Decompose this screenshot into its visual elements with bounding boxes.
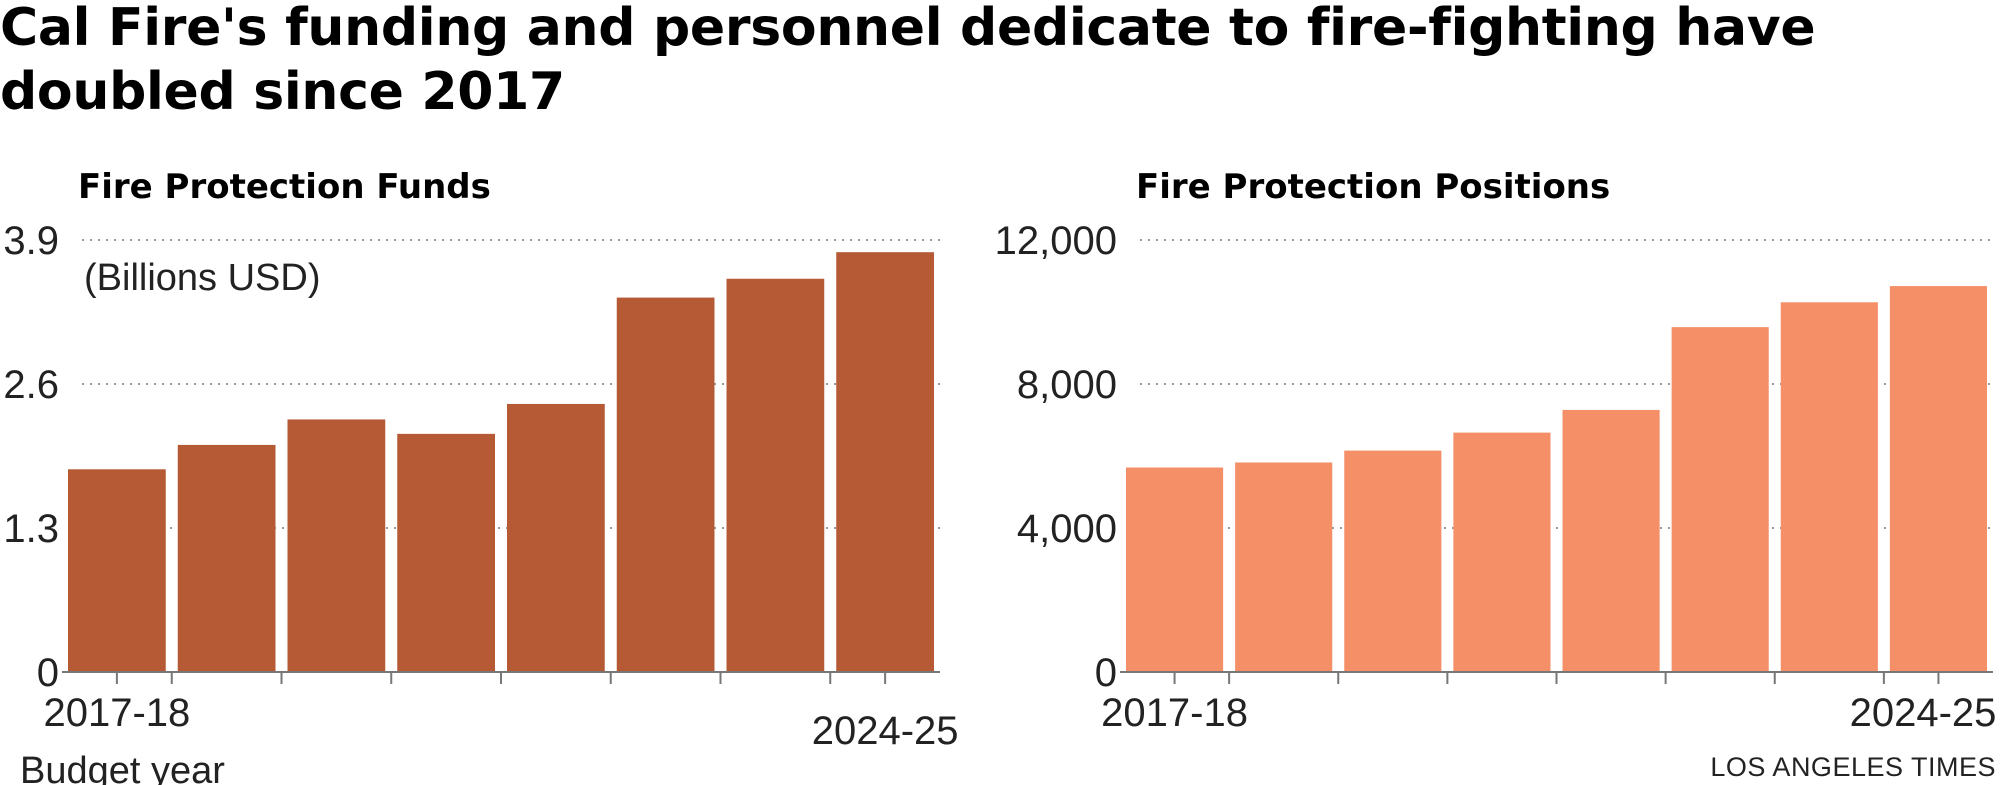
y-tick-label: 3.9 — [3, 219, 59, 263]
x-tick-label: 2024-25 — [1850, 691, 1997, 735]
bar-2024-25 — [836, 252, 934, 672]
y-tick-label: 0 — [37, 651, 59, 695]
unit-note: (Billions USD) — [84, 257, 320, 299]
bar-2017-18 — [68, 469, 166, 672]
bar-2019-20 — [287, 419, 386, 672]
bar-2024-25 — [1889, 286, 1987, 672]
bar-2021-22 — [1562, 409, 1660, 672]
bar-2017-18 — [1126, 467, 1224, 672]
x-tick-label: 2024-25 — [812, 709, 959, 753]
bar-2018-19 — [177, 444, 276, 672]
bar-2022-23 — [616, 297, 715, 672]
chart-title: Fire Protection Funds — [78, 167, 491, 207]
x-tick-label: 2017-18 — [43, 691, 190, 735]
bar-2018-19 — [1235, 462, 1333, 672]
bar-2022-23 — [1671, 327, 1769, 672]
bar-2019-20 — [1344, 450, 1442, 672]
y-tick-label: 4,000 — [1017, 507, 1117, 551]
chart-title: Fire Protection Positions — [1136, 167, 1610, 207]
bar-2023-24 — [1780, 302, 1878, 672]
y-tick-label: 12,000 — [995, 219, 1117, 263]
x-tick-label: 2017-18 — [1101, 691, 1248, 735]
bar-2023-24 — [726, 278, 825, 672]
x-axis-title: Budget year — [20, 750, 225, 785]
y-tick-label: 1.3 — [3, 507, 59, 551]
y-tick-label: 0 — [1095, 651, 1117, 695]
y-tick-label: 8,000 — [1017, 363, 1117, 407]
bar-2020-21 — [397, 433, 495, 672]
credit-line: LOS ANGELES TIMES — [1710, 752, 1996, 782]
bar-2020-21 — [1453, 432, 1551, 672]
bar-2021-22 — [507, 403, 605, 672]
page-title: Cal Fire's funding and personnel dedicat… — [0, 0, 1816, 122]
y-tick-label: 2.6 — [3, 363, 59, 407]
chart-fire-protection-positions: Fire Protection Positions 0 4,000 8,000 12,0… — [995, 167, 1997, 735]
chart-fire-protection-funds: Fire Protection Funds 0 1.3 2.6 3.9 (Billions… — [3, 167, 959, 785]
